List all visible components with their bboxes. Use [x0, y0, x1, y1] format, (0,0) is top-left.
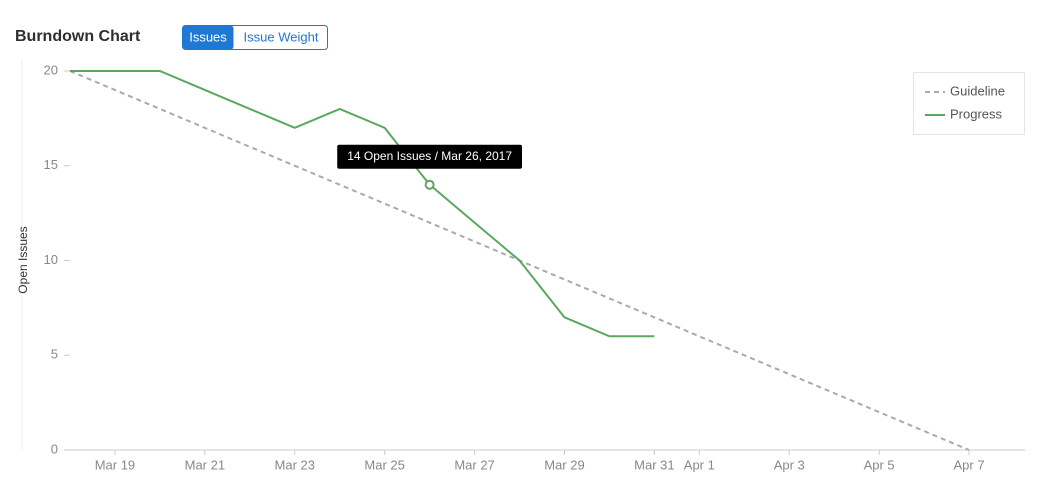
x-tick-label: Mar 19 [95, 457, 135, 472]
x-tick-label: Apr 5 [864, 457, 895, 472]
toggle-button[interactable]: Issues [189, 29, 227, 44]
x-tick-label: Apr 3 [774, 457, 805, 472]
x-tick-label: Mar 21 [185, 457, 225, 472]
x-tick-label: Mar 23 [275, 457, 315, 472]
legend-box [913, 72, 1025, 135]
toggle-active[interactable] [182, 25, 234, 50]
x-tick-label: Mar 31 [634, 457, 674, 472]
tooltip: 14 Open Issues / Mar 26, 2017 [337, 144, 523, 169]
tooltip-box [337, 144, 523, 169]
y-tick-label: 20 [44, 62, 58, 77]
y-tick-label: 10 [44, 252, 58, 267]
y-axis-label: Open Issues [16, 226, 30, 293]
x-tick-label: Apr 7 [954, 457, 985, 472]
toggle-button[interactable]: Issue Weight [244, 29, 319, 44]
x-tick-label: Mar 29 [544, 457, 584, 472]
legend-label: Guideline [950, 83, 1005, 98]
y-tick-label: 5 [51, 347, 58, 362]
y-tick-label: 0 [51, 441, 58, 456]
tooltip-text: 14 Open Issues / Mar 26, 2017 [347, 149, 512, 163]
x-tick-label: Mar 25 [364, 457, 404, 472]
chart-title: Burndown Chart [15, 28, 141, 45]
legend-label: Progress [950, 106, 1003, 121]
series-line [70, 70, 655, 338]
legend: Guideline Progress [913, 72, 1025, 135]
x-tick-label: Mar 27 [454, 457, 494, 472]
hover-point [424, 179, 435, 190]
y-tick-label: 15 [44, 157, 58, 172]
x-tick-label: Apr 1 [684, 457, 715, 472]
